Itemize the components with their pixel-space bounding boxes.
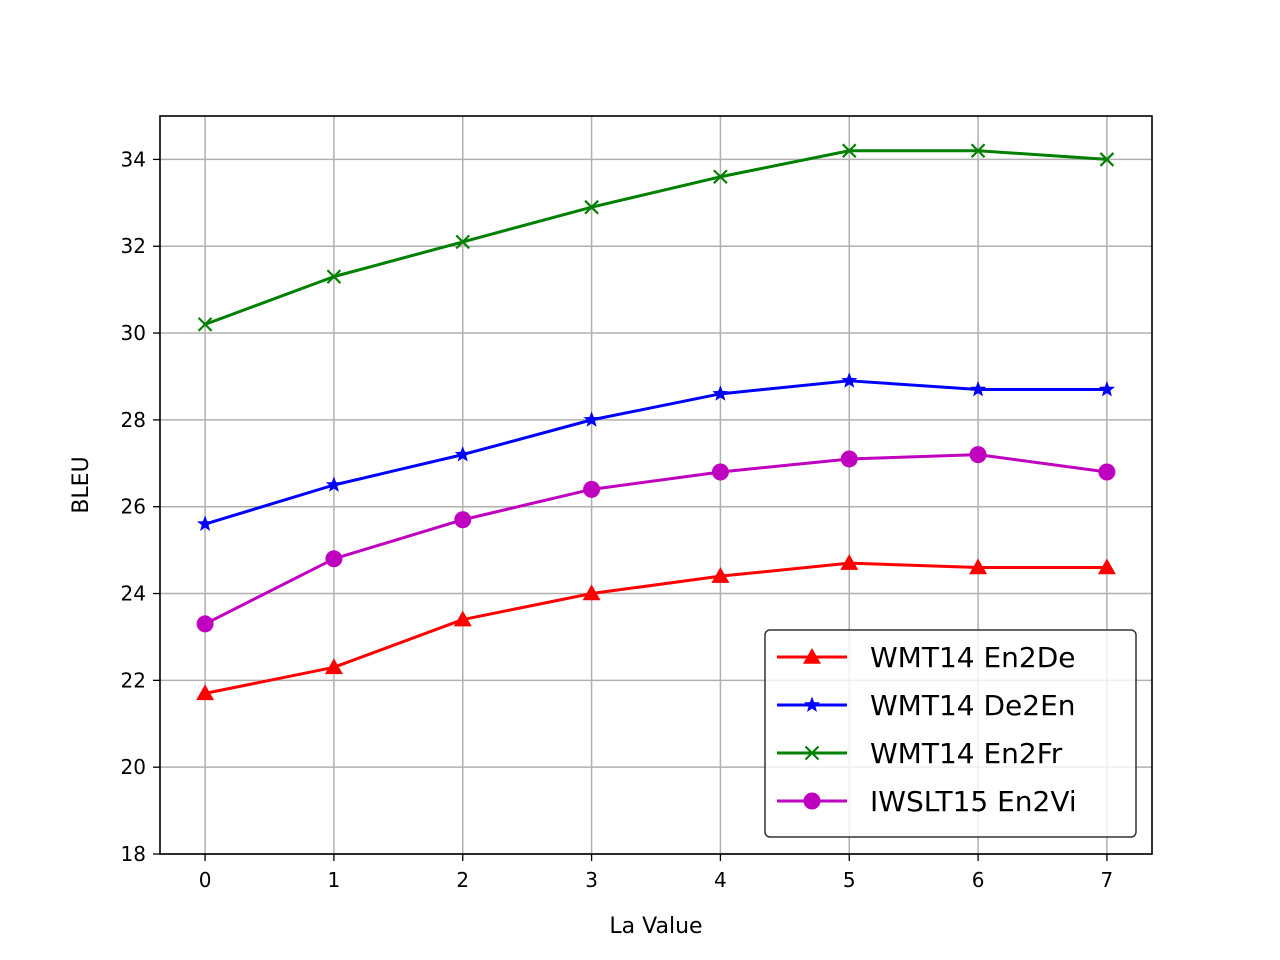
y-tick-label: 28 (121, 408, 146, 432)
data-point (970, 143, 986, 159)
x-tick-label: 5 (843, 868, 856, 892)
data-point (711, 463, 729, 481)
series-line (204, 149, 1108, 326)
y-tick-label: 22 (121, 668, 146, 692)
data-point (455, 234, 471, 250)
plot-frame (159, 115, 1153, 855)
x-axis-label: La Value (609, 914, 702, 939)
x-tick-label: 0 (199, 868, 212, 892)
legend-label: WMT14 En2De (870, 641, 1076, 674)
legend-box (764, 629, 1137, 838)
data-point (1097, 558, 1116, 575)
legend-marker (803, 696, 821, 712)
series-wmt14-en2de (196, 554, 1116, 701)
data-point (196, 615, 214, 633)
y-tick-label: 30 (121, 321, 146, 345)
x-tick-label: 1 (328, 868, 341, 892)
data-point (583, 411, 600, 427)
data-point (325, 550, 343, 568)
series-line (204, 453, 1108, 626)
legend-item: WMT14 En2Fr (777, 737, 1063, 770)
data-point (1098, 463, 1116, 481)
data-point (583, 480, 601, 498)
legend-label: WMT14 En2Fr (870, 737, 1063, 770)
data-point (841, 372, 858, 388)
data-point (324, 658, 343, 675)
series-line (204, 379, 1107, 526)
data-point (582, 584, 601, 601)
y-tick-label: 20 (121, 755, 146, 779)
y-tick-label: 34 (121, 147, 146, 171)
data-point (454, 446, 471, 462)
x-tick-label: 2 (456, 868, 469, 892)
data-point (454, 511, 472, 529)
data-point (197, 317, 213, 332)
x-tick-label: 6 (972, 868, 985, 892)
data-point (969, 558, 988, 575)
data-point (584, 199, 599, 215)
data-point (453, 610, 472, 627)
x-tick-label: 3 (585, 868, 598, 892)
series-wmt14-en2fr (197, 143, 1115, 332)
y-tick-label: 26 (121, 495, 146, 519)
legend-item: WMT14 En2De (777, 641, 1076, 674)
x-tick-label: 4 (714, 868, 727, 892)
data-point (840, 450, 858, 468)
data-point (969, 380, 987, 397)
legend: WMT14 En2De WMT14 De2En WMT14 En2Fr IWSLT15… (764, 629, 1137, 838)
x-tick-label: 7 (1101, 868, 1114, 892)
data-point (326, 269, 342, 284)
legend-marker (803, 792, 821, 810)
y-axis-label: BLEU (69, 456, 94, 513)
legend-marker (803, 648, 821, 664)
series-layer (196, 143, 1116, 701)
series-iwslt15-en2vi (196, 446, 1116, 633)
data-point (1098, 380, 1115, 397)
data-point (711, 567, 730, 583)
legend-label: IWSLT15 En2Vi (870, 785, 1077, 818)
series-line (204, 561, 1107, 695)
legend-marker (804, 745, 820, 761)
data-point (197, 515, 214, 531)
series-wmt14-de2en (197, 372, 1115, 531)
y-tick-label: 32 (121, 234, 146, 258)
legend-item: WMT14 De2En (777, 689, 1076, 722)
y-tick-label: 24 (121, 582, 146, 606)
data-point (325, 476, 343, 492)
data-point (713, 169, 728, 185)
legend-item: IWSLT15 En2Vi (777, 785, 1077, 818)
data-point (1099, 152, 1115, 167)
data-point (841, 143, 857, 159)
data-point (712, 385, 729, 401)
data-point (196, 684, 215, 701)
data-point (969, 446, 987, 464)
data-point (840, 554, 859, 570)
legend-label: WMT14 De2En (870, 689, 1076, 722)
y-tick-label: 18 (121, 842, 146, 866)
